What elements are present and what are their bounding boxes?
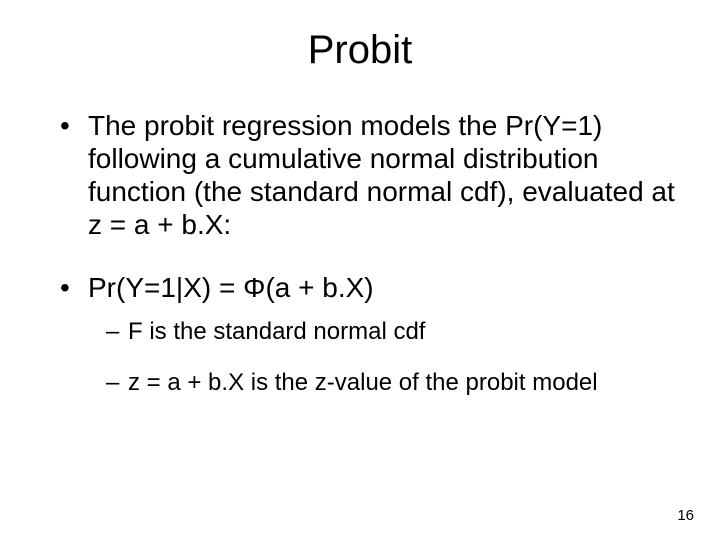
bullet-list: The probit regression models the Pr(Y=1)… [40,109,680,398]
bullet-text: The probit regression models the Pr(Y=1)… [88,110,675,240]
slide: Probit The probit regression models the … [0,0,720,540]
bullet-item: Pr(Y=1|X) = Φ(a + b.X) F is the standard… [60,271,680,398]
slide-title: Probit [40,28,680,73]
bullet-text: Pr(Y=1|X) = Φ(a + b.X) [88,272,374,303]
sub-bullet-text: F is the standard normal cdf [128,318,425,345]
sub-bullet-item: F is the standard normal cdf [106,318,680,347]
sub-bullet-item: z = a + b.X is the z-value of the probit… [106,369,680,398]
page-number: 16 [677,507,694,524]
bullet-item: The probit regression models the Pr(Y=1)… [60,109,680,241]
sub-bullet-text: z = a + b.X is the z-value of the probit… [128,369,598,396]
sub-bullet-list: F is the standard normal cdf z = a + b.X… [88,318,680,398]
